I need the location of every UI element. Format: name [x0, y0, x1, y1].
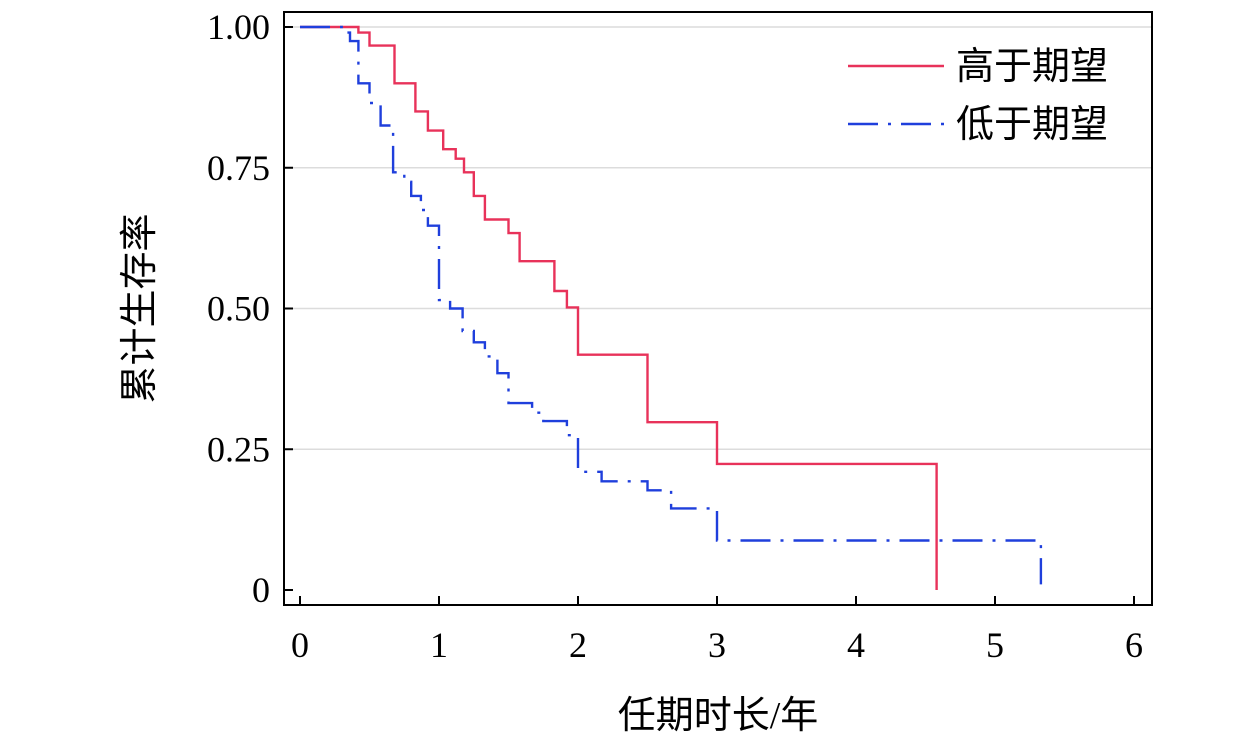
legend-label-low: 低于期望 — [956, 104, 1108, 146]
series-layer — [300, 25, 1043, 590]
x-tick-label-3: 3 — [708, 625, 726, 665]
series-line-1 — [300, 25, 1043, 585]
x-tick-label-5: 5 — [986, 625, 1004, 665]
y-tick-label-3: 0.75 — [207, 148, 270, 188]
y-tick-label-4: 1.00 — [207, 7, 270, 47]
legend-label-high: 高于期望 — [956, 46, 1108, 88]
legend: 高于期望 低于期望 — [848, 46, 1108, 146]
x-axis-label: 任期时长/年 — [618, 695, 819, 737]
series-line-0 — [300, 25, 938, 590]
axis-ticks: 0 0.25 0.50 0.75 1.00 0 1 2 3 4 5 6 — [207, 7, 1143, 665]
x-tick-label-0: 0 — [291, 625, 309, 665]
y-tick-label-1: 0.25 — [207, 429, 270, 469]
x-tick-label-1: 1 — [430, 625, 448, 665]
x-tick-label-6: 6 — [1125, 625, 1143, 665]
x-tick-label-2: 2 — [569, 625, 587, 665]
y-tick-label-2: 0.50 — [207, 289, 270, 329]
y-tick-label-0: 0 — [252, 570, 270, 610]
x-tick-label-4: 4 — [847, 625, 865, 665]
y-axis-label: 累计生存率 — [119, 213, 161, 403]
